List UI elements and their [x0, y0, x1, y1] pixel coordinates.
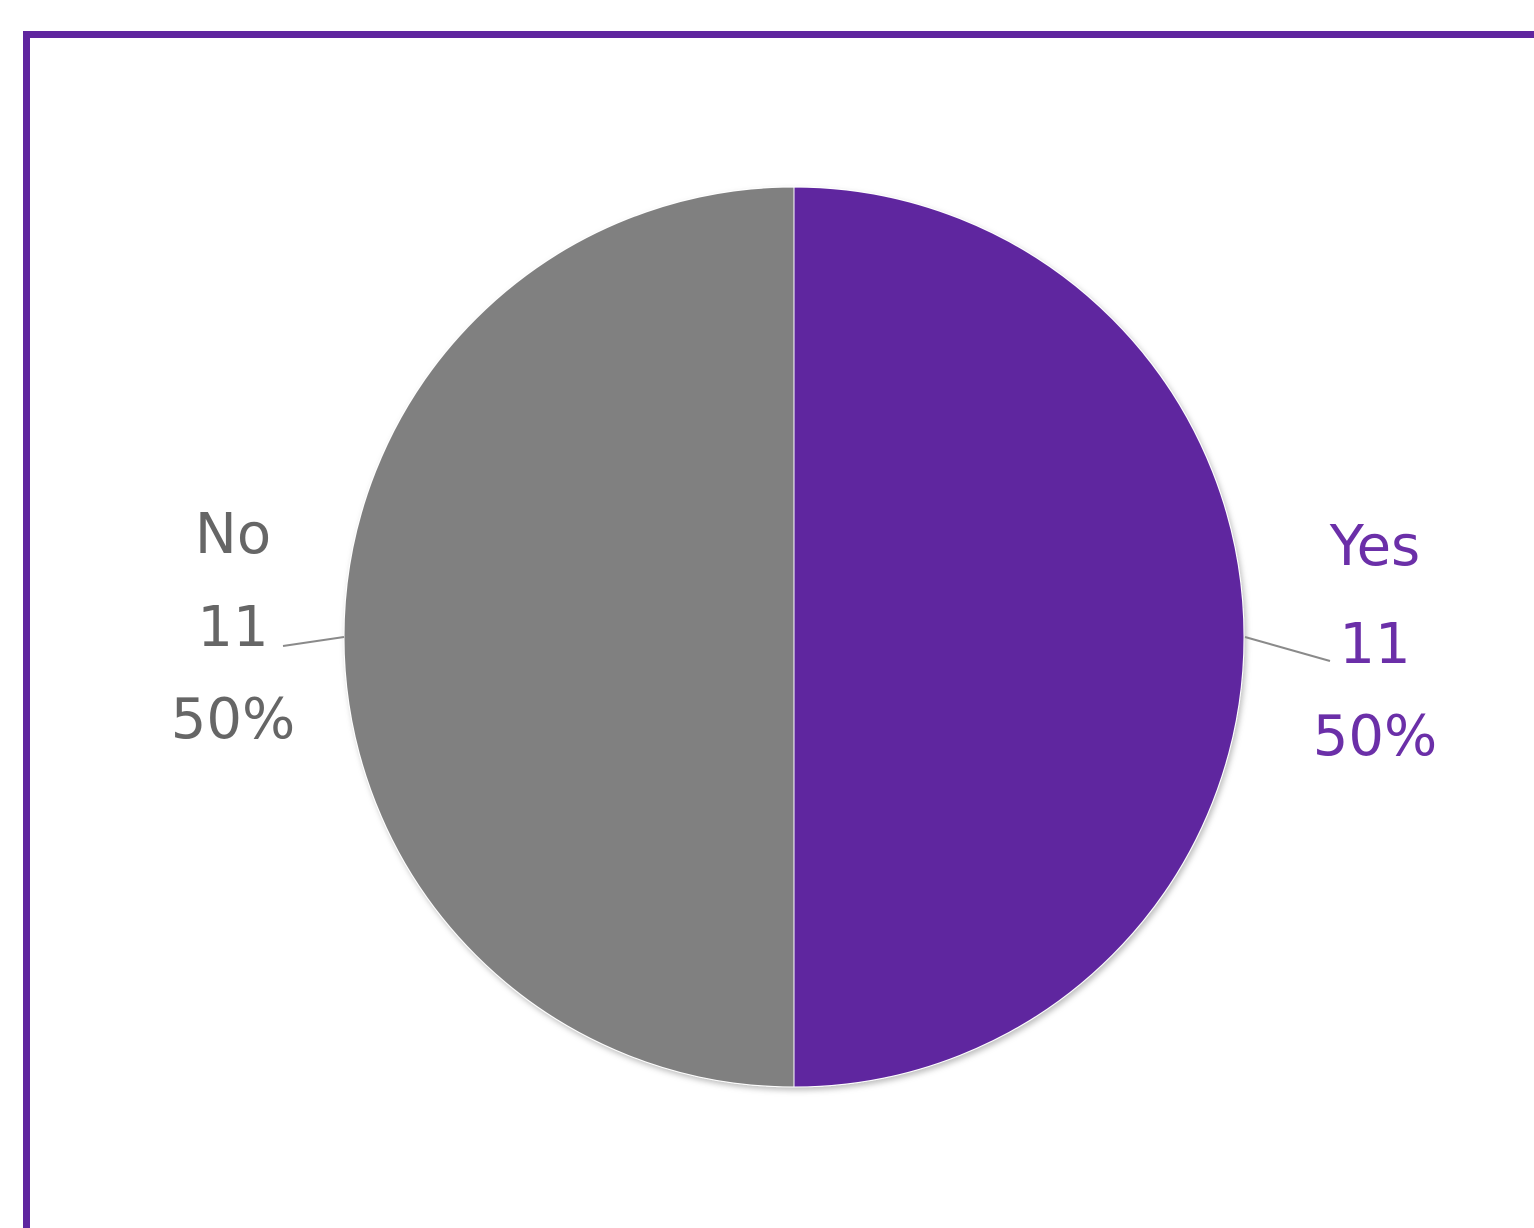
data-label-value-yes: 11	[1339, 612, 1410, 677]
data-label-value-no: 11	[197, 595, 268, 660]
leader-line-no	[282, 636, 345, 647]
chart-frame	[23, 31, 1534, 1228]
leader-line-yes	[1244, 636, 1331, 662]
leader-lines	[282, 636, 1331, 662]
data-label-category-no: No	[195, 502, 271, 567]
data-label-percent-yes: 50%	[1313, 704, 1437, 769]
data-label-category-yes: Yes	[1329, 514, 1420, 579]
pie-slice-no	[343, 186, 795, 1088]
data-labels: Yes 11 50% No 11 50%	[171, 502, 1437, 769]
pie-slices	[343, 186, 1245, 1088]
pie-slice-yes	[793, 186, 1245, 1088]
data-label-percent-no: 50%	[171, 687, 295, 752]
